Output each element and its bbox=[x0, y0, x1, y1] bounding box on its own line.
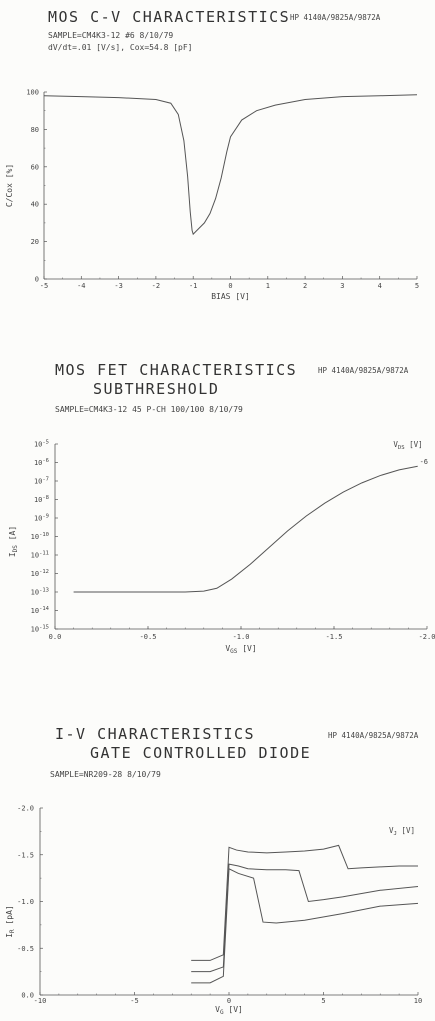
x-axis-label: BIAS [V] bbox=[211, 292, 250, 301]
ir-vg-curve-3 bbox=[191, 867, 419, 984]
ir-vg-curve-1 bbox=[191, 844, 418, 961]
x-tick-label: -2 bbox=[152, 282, 160, 290]
x-tick-label: 10 bbox=[414, 997, 422, 1005]
x-tick-label: -2.0 bbox=[419, 633, 435, 641]
chart2-subtitle: SUBTHRESHOLD bbox=[93, 380, 220, 398]
x-tick-label: -5 bbox=[130, 997, 138, 1005]
y-tick-label: 100 bbox=[26, 89, 39, 97]
cv-chart: -5 -4 -3 -2 -1 0 1 2 3 4 5 0 20 40 60 80 100 BIAS [V] C/Co… bbox=[5, 89, 419, 302]
y-tick-label: 40 bbox=[31, 201, 39, 209]
x-tick-label: -4 bbox=[77, 282, 85, 290]
y-tick-label: 10-14 bbox=[31, 606, 50, 615]
x-tick-label: 1 bbox=[266, 282, 270, 290]
x-tick-label: 0 bbox=[227, 997, 231, 1005]
chart3-subtitle: GATE CONTROLLED DIODE bbox=[90, 744, 312, 762]
y-tick-label: 10-10 bbox=[31, 532, 49, 541]
x-tick-label: -3 bbox=[114, 282, 122, 290]
y-axis-label: C/Cox [%] bbox=[5, 164, 14, 207]
y-axis-label: IDS [A] bbox=[8, 526, 19, 557]
y-tick-label: -1.5 bbox=[17, 851, 34, 859]
chart3-sample-line: SAMPLE=NR209-28 8/10/79 bbox=[50, 770, 161, 779]
x-tick-label: -1.0 bbox=[233, 633, 250, 641]
chart1-instrument: HP 4140A/9825A/9872A bbox=[290, 13, 381, 22]
y-tick-label: 0 bbox=[35, 276, 39, 284]
y-tick-label: 10-12 bbox=[31, 569, 49, 578]
legend-title: VJ [V] bbox=[389, 826, 415, 837]
chart1-params-line: dV/dt=.01 [V/s], Cox=54.8 [pF] bbox=[48, 43, 193, 52]
legend-entry: -6 bbox=[420, 458, 428, 466]
x-tick-label: -1.5 bbox=[326, 633, 343, 641]
chart3-instrument: HP 4140A/9825A/9872A bbox=[328, 731, 419, 740]
y-axis-label: IR [pA] bbox=[5, 905, 16, 938]
fet-subthreshold-chart: 0.0 -0.5 -1.0 -1.5 -2.0 10-5 10-6 10-7 10-8 10-9 1… bbox=[8, 440, 435, 656]
y-tick-label: -1.0 bbox=[17, 898, 34, 906]
y-tick-label: 10-8 bbox=[34, 495, 49, 504]
x-tick-label: 2 bbox=[303, 282, 307, 290]
y-tick-label: 10-7 bbox=[34, 477, 49, 486]
y-tick-label: 0.0 bbox=[21, 992, 34, 1000]
y-tick-label: -0.5 bbox=[17, 945, 34, 953]
x-tick-label: 4 bbox=[378, 282, 382, 290]
chart1-sample-line: SAMPLE=CM4K3-12 #6 8/10/79 bbox=[48, 31, 174, 40]
chart1-title: MOS C-V CHARACTERISTICS bbox=[48, 8, 291, 26]
y-tick-label: 80 bbox=[31, 126, 39, 134]
y-tick-label: 10-5 bbox=[34, 440, 49, 449]
x-tick-label: -5 bbox=[40, 282, 48, 290]
y-tick-label: 10-9 bbox=[34, 514, 49, 523]
legend-title: VDS [V] bbox=[393, 440, 422, 451]
x-tick-label: 3 bbox=[340, 282, 344, 290]
y-tick-label: 10-15 bbox=[31, 625, 49, 634]
ids-vgs-curve bbox=[73, 465, 418, 593]
x-tick-label: 5 bbox=[415, 282, 419, 290]
x-axis-label: VGS [V] bbox=[225, 644, 256, 655]
x-axis-label: VG [V] bbox=[215, 1005, 243, 1016]
y-tick-label: 10-11 bbox=[31, 551, 49, 560]
x-tick-label: -0.5 bbox=[140, 633, 157, 641]
chart2-title: MOS FET CHARACTERISTICS bbox=[55, 361, 298, 379]
y-tick-label: 10-13 bbox=[31, 588, 49, 597]
chart2-instrument: HP 4140A/9825A/9872A bbox=[318, 366, 409, 375]
y-tick-label: 20 bbox=[31, 238, 39, 246]
y-tick-label: 10-6 bbox=[34, 458, 49, 467]
chart3-title: I-V CHARACTERISTICS bbox=[55, 725, 256, 743]
x-tick-label: 5 bbox=[321, 997, 325, 1005]
x-tick-label: -10 bbox=[34, 997, 47, 1005]
x-tick-label: 0.0 bbox=[49, 633, 62, 641]
cv-curve bbox=[43, 94, 418, 236]
x-tick-label: -1 bbox=[189, 282, 197, 290]
y-tick-label: 60 bbox=[31, 163, 39, 171]
x-tick-label: 0 bbox=[228, 282, 232, 290]
chart2-sample-line: SAMPLE=CM4K3-12 45 P-CH 100/100 8/10/79 bbox=[55, 405, 243, 414]
y-tick-label: -2.0 bbox=[17, 805, 34, 813]
